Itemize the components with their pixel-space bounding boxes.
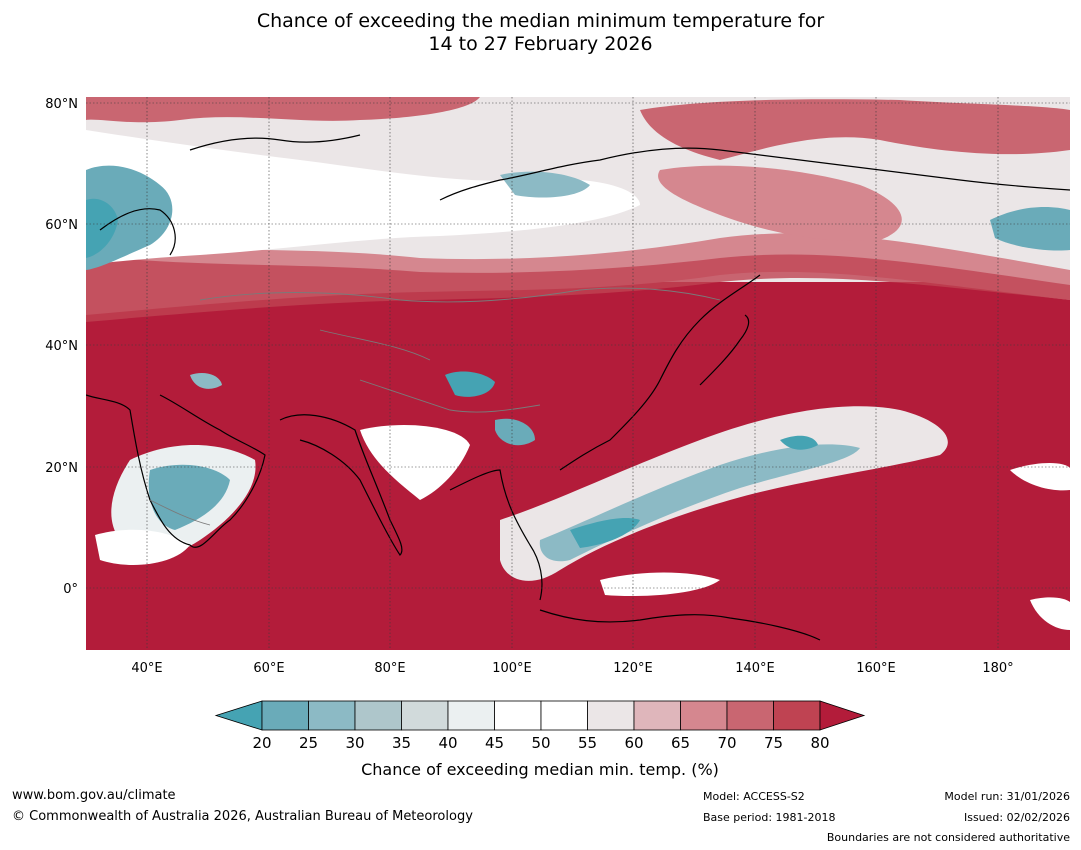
- colorbar-tick-label: 45: [485, 734, 504, 752]
- base-period: Base period: 1981-2018: [703, 811, 836, 824]
- lon-label: 160°E: [856, 661, 896, 676]
- border-himalaya: [359, 379, 541, 413]
- lat-label: 0°: [63, 582, 78, 597]
- colorbar-swatch: [354, 700, 402, 731]
- lon-label: 120°E: [613, 661, 653, 676]
- lon-label: 100°E: [492, 661, 532, 676]
- field-low-chance-scandinavia: [86, 165, 173, 270]
- longitude-labels: 40°E 60°E 80°E 100°E 120°E 140°E 160°E 1…: [131, 661, 1013, 676]
- border-yemen: [149, 499, 211, 526]
- colorbar-label: Chance of exceeding median min. temp. (%…: [361, 760, 719, 779]
- coast-baltic: [99, 208, 176, 256]
- field-neutral-india: [360, 425, 470, 500]
- colorbar-swatch: [773, 700, 821, 731]
- colorbar-tick-label: 30: [345, 734, 364, 752]
- field-low-chance-arabia: [148, 464, 230, 530]
- colorbar-tick-label: 35: [392, 734, 411, 752]
- coast-se-asia: [449, 469, 543, 601]
- field-transition-band-dark: [86, 254, 1070, 322]
- copyright-notice: © Commonwealth of Australia 2026, Austra…: [12, 809, 473, 824]
- colorbar-swatch: [540, 700, 588, 731]
- field-neutral-indonesia: [600, 572, 720, 597]
- colorbar-swatch: [633, 700, 681, 731]
- lon-label: 140°E: [735, 661, 775, 676]
- colorbar-swatch: [447, 700, 495, 731]
- coast-china: [559, 274, 761, 471]
- field-low-chance-siberia: [500, 171, 590, 198]
- colorbar-tick-label: 55: [578, 734, 597, 752]
- lat-label: 60°N: [45, 218, 78, 233]
- field-neutral-horn-africa: [95, 529, 190, 565]
- field-low-chance-bering: [990, 207, 1070, 251]
- colorbar-tick-label: 60: [624, 734, 643, 752]
- field-neutral-west: [86, 130, 640, 265]
- model-name: Model: ACCESS-S2: [703, 790, 805, 803]
- colorbar-swatch: [726, 700, 774, 731]
- coast-arctic: [439, 147, 1070, 201]
- field-neutral-central-pacific: [1010, 463, 1070, 491]
- field-siberia-patch: [658, 165, 902, 241]
- colorbar-swatch: [680, 700, 728, 731]
- colorbar-tick-label: 50: [531, 734, 550, 752]
- probability-field: [86, 97, 1070, 650]
- field-lowest-chance-scs: [570, 518, 640, 548]
- colorbar-swatch: [261, 700, 309, 731]
- lat-label: 20°N: [45, 461, 78, 476]
- colorbar-tick-label: 75: [764, 734, 783, 752]
- colorbar: 20 25 30 35 40 45 50 55 60 65 70 75 80: [214, 700, 866, 752]
- coast-arabia: [86, 394, 266, 548]
- colorbar-tick-label: 25: [299, 734, 318, 752]
- issued-date: Issued: 02/02/2026: [963, 811, 1070, 824]
- graticule: [86, 97, 1070, 650]
- lon-label: 60°E: [253, 661, 284, 676]
- colorbar-arrow-low: [214, 700, 263, 731]
- latitude-labels: 80°N 60°N 40°N 20°N 0°: [45, 97, 78, 597]
- website-url: www.bom.gov.au/climate: [12, 788, 176, 803]
- lat-label: 40°N: [45, 339, 78, 354]
- colorbar-swatch: [308, 700, 356, 731]
- country-borders: [149, 287, 721, 526]
- colorbar-tick-label: 70: [717, 734, 736, 752]
- lon-label: 80°E: [374, 661, 405, 676]
- field-low-chance-tibet: [445, 371, 495, 397]
- field-low-chance-china: [495, 418, 535, 446]
- colorbar-tick-label: 80: [810, 734, 829, 752]
- coastlines: [86, 134, 1070, 641]
- coast-india: [279, 414, 403, 556]
- coast-white-sea: [189, 134, 361, 151]
- border-russia-south: [199, 287, 721, 303]
- colorbar-swatch: [494, 700, 542, 731]
- field-low-chance-caspian: [190, 373, 222, 389]
- lat-label: 80°N: [45, 97, 78, 112]
- colorbar-tick-label: 40: [438, 734, 457, 752]
- colorbar-tick-label: 65: [671, 734, 690, 752]
- coast-japan: [699, 314, 750, 386]
- lon-label: 180°: [982, 661, 1013, 676]
- colorbar-tick-label: 20: [252, 734, 271, 752]
- field-arctic-patch-east: [640, 99, 1070, 160]
- field-lowest-chance-pacific: [780, 435, 818, 450]
- coast-indonesia: [539, 609, 821, 641]
- map-title-line-1: Chance of exceeding the median minimum t…: [256, 10, 825, 32]
- field-arctic-patch-west: [86, 97, 480, 123]
- colorbar-swatch: [587, 700, 635, 731]
- model-run-date: Model run: 31/01/2026: [944, 790, 1070, 803]
- colorbar-arrow-high: [819, 700, 866, 731]
- colorbar-swatch: [401, 700, 449, 731]
- lon-label: 40°E: [131, 661, 162, 676]
- field-neutral-south-pacific: [1030, 597, 1070, 630]
- border-central-asia: [319, 329, 431, 361]
- boundaries-disclaimer: Boundaries are not considered authoritat…: [826, 831, 1070, 844]
- map-title-line-2: 14 to 27 February 2026: [428, 33, 653, 55]
